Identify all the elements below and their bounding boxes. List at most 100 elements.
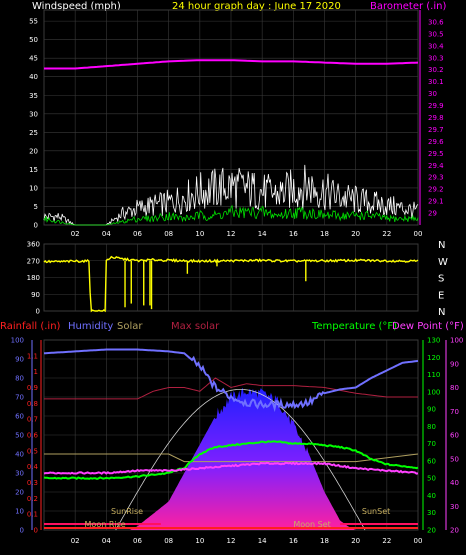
dew-tick-label: 50 (450, 455, 459, 463)
legend-solar: Solar (117, 321, 143, 332)
legend-max-solar: Max solar (171, 321, 220, 332)
wind-y-tick-label: 20 (29, 147, 38, 155)
panel3-x-tick-label: 12 (227, 537, 236, 545)
temp-tick-label: 90 (427, 406, 436, 414)
dir-y-tick-label: 270 (27, 257, 40, 265)
wind-x-tick-label: 20 (351, 230, 360, 238)
wind-direction-series (43, 255, 419, 313)
panel3-x-tick-label: 18 (320, 537, 329, 545)
wind-y-tick-label: 55 (29, 18, 38, 26)
panel3-x-tick-label: 14 (258, 537, 267, 545)
barometer-tick-label: 29.7 (428, 126, 444, 134)
temp-tick-label: 50 (427, 475, 436, 483)
humidity-tick-label: 100 (11, 337, 24, 345)
temperature-series (43, 440, 419, 481)
wind-x-tick-label: 18 (320, 230, 329, 238)
wind-x-tick-label: 14 (258, 230, 267, 238)
barometer-tick-label: 30.6 (428, 18, 444, 26)
wind-y-tick-label: 10 (29, 184, 38, 192)
temp-tick-label: 30 (427, 509, 436, 517)
wind-y-tick-label: 15 (29, 166, 38, 174)
wind-x-tick-label: 08 (164, 230, 173, 238)
panel3-x-tick-label: 22 (382, 537, 391, 545)
barometer-tick-label: 29.9 (428, 102, 444, 110)
dew-tick-label: 40 (450, 479, 459, 487)
barometer-series (44, 59, 419, 70)
barometer-tick-label: 30.1 (428, 78, 444, 86)
wind-x-tick-label: 06 (133, 230, 142, 238)
barometer-axis-title: Barometer (.in) (370, 1, 447, 12)
barometer-tick-label: 29.5 (428, 150, 444, 158)
humidity-tick-label: 0 (20, 527, 24, 535)
temp-tick-label: 110 (427, 371, 440, 379)
rain-tick-label: 1 (34, 368, 38, 376)
temp-tick-label: 40 (427, 492, 436, 500)
humidity-tick-label: 60 (15, 413, 24, 421)
dew-tick-label: 100 (450, 337, 463, 345)
compass-label: W (438, 257, 448, 268)
temp-tick-label: 130 (427, 337, 440, 345)
dir-y-tick-label: 0 (36, 308, 40, 316)
barometer-tick-label: 29.4 (428, 162, 444, 170)
temp-tick-label: 120 (427, 354, 440, 362)
panel3-x-tick-label: 10 (195, 537, 204, 545)
dir-y-tick-label: 180 (27, 274, 40, 282)
dew-tick-label: 90 (450, 360, 459, 368)
wind-avg-series (43, 204, 419, 226)
panel3-x-tick-label: 04 (102, 537, 111, 545)
barometer-tick-label: 29 (428, 210, 437, 218)
humidity-tick-label: 10 (15, 508, 24, 516)
panel3-x-tick-label: 06 (133, 537, 142, 545)
temp-tick-label: 80 (427, 423, 436, 431)
humidity-tick-label: 50 (15, 432, 24, 440)
temp-tick-label: 70 (427, 440, 436, 448)
compass-label: E (438, 290, 444, 301)
wind-y-tick-label: 50 (29, 36, 38, 44)
compass-label: S (438, 274, 444, 285)
barometer-tick-label: 30.4 (428, 42, 444, 50)
compass-label: N (438, 240, 445, 251)
temp-tick-label: 60 (427, 457, 436, 465)
legend-dew-point: Dew Point (°F) (392, 321, 464, 332)
chart-title: 24 hour graph day : June 17 2020 (172, 1, 341, 12)
sunset-label: SunSet (362, 507, 390, 516)
legend-temperature: Temperature (°F) (312, 321, 398, 332)
windspeed-axis-title: Windspeed (mph) (32, 1, 121, 12)
rain-tick-label: 0 (34, 527, 38, 535)
max-solar-series (44, 377, 418, 400)
barometer-tick-label: 30.2 (428, 66, 444, 74)
dew-tick-label: 20 (450, 527, 459, 535)
wind-y-tick-label: 35 (29, 92, 38, 100)
panel3-x-tick-label: 16 (289, 537, 298, 545)
humidity-tick-label: 70 (15, 394, 24, 402)
dew-point-series (43, 461, 419, 475)
barometer-tick-label: 29.3 (428, 174, 444, 182)
humidity-tick-label: 30 (15, 470, 24, 478)
barometer-tick-label: 29.2 (428, 186, 444, 194)
humidity-tick-label: 90 (15, 356, 24, 364)
legend-humidity: Humidity (68, 321, 114, 332)
panel3-x-tick-label: 00 (414, 537, 423, 545)
wind-y-tick-label: 40 (29, 73, 38, 81)
wind-x-tick-label: 16 (289, 230, 298, 238)
legend-rainfall: Rainfall (.in) (0, 321, 61, 332)
sunrise-label: SunRise (111, 507, 143, 516)
barometer-tick-label: 29.6 (428, 138, 444, 146)
dew-tick-label: 80 (450, 384, 459, 392)
barometer-tick-label: 30.5 (428, 30, 444, 38)
panel3-x-tick-label: 20 (351, 537, 360, 545)
dew-tick-label: 60 (450, 432, 459, 440)
temp-tick-label: 20 (427, 527, 436, 535)
moonrise-label: Moon Rise (85, 520, 126, 529)
humidity-series (43, 348, 419, 413)
wind-y-tick-label: 5 (34, 203, 38, 211)
wind-x-tick-label: 10 (195, 230, 204, 238)
rain-tick-label: 0.6 (27, 432, 39, 440)
wind-x-tick-label: 22 (382, 230, 391, 238)
wind-x-tick-label: 12 (227, 230, 236, 238)
solar-series (44, 453, 419, 463)
dew-tick-label: 30 (450, 503, 459, 511)
humidity-tick-label: 40 (15, 451, 24, 459)
